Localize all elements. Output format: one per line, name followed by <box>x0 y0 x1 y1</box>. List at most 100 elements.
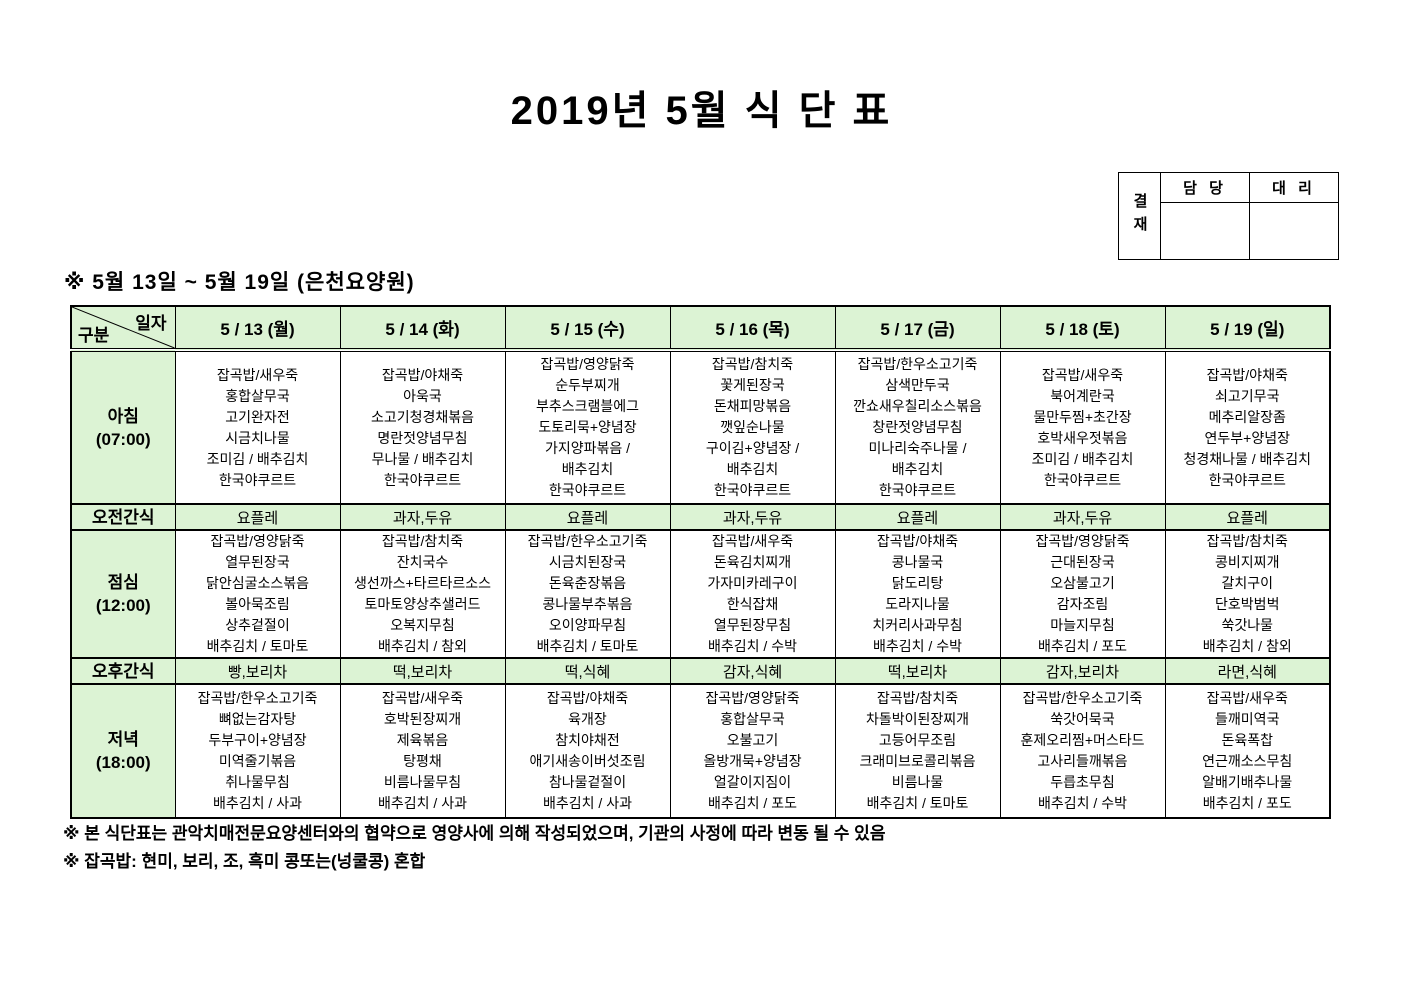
menu-item: 무나물 / 배추김치 <box>371 450 474 467</box>
menu-item: 가지양파볶음 / <box>544 440 631 456</box>
menu-item: 잡곡밥/참치죽 <box>711 356 794 372</box>
cell-lunch-day2: 잡곡밥/한우소고기죽 시금치된장국 돈육춘장볶음 콩나물부추볶음 오이양파무침 배추김치 … <box>504 529 671 659</box>
menu-item: 잡곡밥/참치죽 <box>1206 533 1288 549</box>
menu-item: 차돌박이된장찌개 <box>865 711 970 727</box>
menu-item: 배추김치 / 토마토 <box>206 638 309 654</box>
menu-item: 잡곡밥/영양닭죽 <box>705 690 800 706</box>
menu-item: 시금치된장국 <box>548 554 627 570</box>
menu-item: 돈채피망볶음 <box>713 398 792 414</box>
menu-item: 닭안심굴소스볶음 <box>205 575 310 591</box>
menu-item: 알배기배추나물 <box>1202 774 1293 790</box>
menu-item: 연근깨소스무침 <box>1202 753 1293 769</box>
menu-item: 애기새송이버섯조림 <box>529 753 646 769</box>
footnote-2: ※ 잡곡밥: 현미, 보리, 조, 흑미 콩또는(넝쿨콩) 혼합 <box>63 852 426 871</box>
row-breakfast: 아침 (07:00) 잡곡밥/새우죽 홍합살무국 고기완자전 시금치나물 조미김 / 배추김… <box>70 349 1331 505</box>
row-label-line: 아침 <box>107 406 139 426</box>
menu-item: 메추리알장좀 <box>1208 408 1286 425</box>
menu-item: 근대된장국 <box>1050 554 1115 570</box>
cell-breakfast-day2: 잡곡밥/영양닭죽 순두부찌개 부추스크램블에그 도토리묵+양념장 가지양파볶음 / 배추김… <box>504 349 671 505</box>
menu-item: 배추김치 / 포도 <box>1038 638 1127 654</box>
day-header-2: 5 / 15 (수) <box>504 305 671 352</box>
menu-item: 배추김치 / 토마토 <box>536 638 639 654</box>
menu-item: 돈육춘장볶음 <box>548 575 627 591</box>
week-range-subtitle: ※ 5월 13일 ~ 5월 19일 (은천요양원) <box>64 271 415 294</box>
menu-item: 갈치구이 <box>1221 575 1274 591</box>
row-label-line: 오후간식 <box>91 661 155 681</box>
menu-item: 명란젓양념무침 <box>377 429 468 446</box>
menu-header-row: 일자 구분 5 / 13 (월) 5 / 14 (화) 5 / 15 (수) 5 / … <box>70 305 1331 352</box>
menu-item: 부추스크램블에그 <box>535 398 640 414</box>
menu-item: 배추김치 / 참외 <box>1202 638 1292 654</box>
menu-item: 잡곡밥/한우소고기죽 <box>197 690 318 706</box>
cell-lunch-day3: 잡곡밥/새우죽 돈육김치찌개 가자미카레구이 한식잡채 열무된장무침 배추김치 / 수박 <box>669 529 836 659</box>
row-label-line: 오전간식 <box>91 507 155 527</box>
cell-pm-snack-day4: 떡,보리차 <box>834 657 1001 685</box>
cell-pm-snack-day6: 라면,식혜 <box>1164 657 1331 685</box>
menu-item: 잡곡밥/야채죽 <box>546 690 629 706</box>
menu-item: 도라지나물 <box>885 596 950 612</box>
menu-item: 치커리사과무침 <box>872 617 963 633</box>
menu-item: 참치야채전 <box>555 732 620 748</box>
menu-item: 마늘지무침 <box>1050 617 1115 633</box>
menu-item: 호박새우젓볶음 <box>1037 429 1128 446</box>
menu-item: 한국야쿠르트 <box>713 482 792 498</box>
cell-dinner-day3: 잡곡밥/영양닭죽 홍합살무국 오불고기 올방개묵+양념장 얼갈이지짐이 배추김치 / 포도 <box>669 683 836 819</box>
row-label-am-snack: 오전간식 <box>70 503 176 531</box>
row-pm-snack: 오후간식 빵,보리차 떡,보리차 떡,식혜 감자,식혜 떡,보리차 감자,보리차 라면,식혜 <box>70 657 1331 685</box>
menu-item: 훈제오리찜+머스타드 <box>1020 732 1145 748</box>
menu-item: 순두부찌개 <box>555 377 620 393</box>
menu-item: 한국야쿠르트 <box>878 482 957 498</box>
menu-item: 제육볶음 <box>396 732 449 748</box>
menu-item: 조미김 / 배추김치 <box>206 450 309 467</box>
menu-item: 생선까스+타르타르소스 <box>354 575 491 591</box>
row-label-line: (07:00) <box>95 429 151 449</box>
day-header-1: 5 / 14 (화) <box>339 305 506 352</box>
menu-item: 오불고기 <box>726 732 779 748</box>
menu-item: 배추김치 / 수박 <box>708 638 797 654</box>
menu-item: 삼색만두국 <box>885 377 950 393</box>
menu-item: 호박된장찌개 <box>383 711 462 727</box>
menu-item: 감자조림 <box>1056 596 1109 612</box>
menu-item: 연두부+양념장 <box>1204 429 1290 446</box>
menu-item: 청경채나물 / 배추김치 <box>1183 450 1312 467</box>
row-label-pm-snack: 오후간식 <box>70 657 176 685</box>
menu-item: 단호박범벅 <box>1215 596 1280 612</box>
cell-dinner-day0: 잡곡밥/한우소고기죽 뼈없는감자탕 두부구이+양념장 미역줄기볶음 취나물무침 배추김치 … <box>174 683 341 819</box>
menu-item: 한국야쿠르트 <box>1043 471 1122 488</box>
menu-item: 고등어무조림 <box>878 732 957 748</box>
cell-pm-snack-day3: 감자,식혜 <box>669 657 836 685</box>
cell-breakfast-day6: 잡곡밥/야채죽 쇠고기무국 메추리알장좀 연두부+양념장 청경채나물 / 배추김치 한국야… <box>1164 349 1331 505</box>
cell-pm-snack-day5: 감자,보리차 <box>999 657 1166 685</box>
menu-item: 취나물무침 <box>225 774 290 790</box>
cell-dinner-day5: 잡곡밥/한우소고기죽 쑥갓어묵국 훈제오리찜+머스타드 고사리들깨볶음 두릅초무침 배추김… <box>999 683 1166 819</box>
menu-item: 들깨미역국 <box>1215 711 1280 727</box>
menu-item: 잔치국수 <box>396 554 449 570</box>
row-label-line: (18:00) <box>95 753 151 772</box>
menu-item: 토마토양상추샐러드 <box>364 596 481 612</box>
approval-sign-cell-2 <box>1249 202 1339 260</box>
corner-label-date: 일자 <box>135 314 167 333</box>
menu-item: 아욱국 <box>403 387 442 404</box>
menu-item: 열무된장무침 <box>713 617 792 633</box>
menu-item: 미역줄기볶음 <box>218 753 297 769</box>
menu-item: 탕평채 <box>403 753 442 769</box>
row-label-dinner: 저녁 (18:00) <box>70 683 176 819</box>
menu-item: 배추김치 / 사과 <box>543 795 632 811</box>
cell-am-snack-day2: 요플레 <box>504 503 671 531</box>
cell-am-snack-day3: 과자,두유 <box>669 503 836 531</box>
menu-item: 잡곡밥/한우소고기죽 <box>857 356 978 372</box>
menu-item: 크래미브로콜리볶음 <box>859 753 976 769</box>
cell-dinner-day1: 잡곡밥/새우죽 호박된장찌개 제육볶음 탕평채 비름나물무침 배추김치 / 사과 <box>339 683 506 819</box>
cell-pm-snack-day0: 빵,보리차 <box>174 657 341 685</box>
cell-am-snack-day1: 과자,두유 <box>339 503 506 531</box>
menu-item: 배추김치 / 사과 <box>213 795 302 811</box>
menu-item: 한국야쿠르트 <box>218 471 297 488</box>
menu-item: 잡곡밥/새우죽 <box>1041 366 1124 383</box>
row-label-breakfast: 아침 (07:00) <box>70 349 176 505</box>
corner-cell: 일자 구분 <box>70 305 176 352</box>
menu-item: 비름나물 <box>891 774 944 790</box>
menu-item: 쑥갓어묵국 <box>1050 711 1115 727</box>
cell-dinner-day2: 잡곡밥/야채죽 육개장 참치야채전 애기새송이버섯조림 참나물겉절이 배추김치 / 사과 <box>504 683 671 819</box>
menu-item: 오삼불고기 <box>1050 575 1115 591</box>
